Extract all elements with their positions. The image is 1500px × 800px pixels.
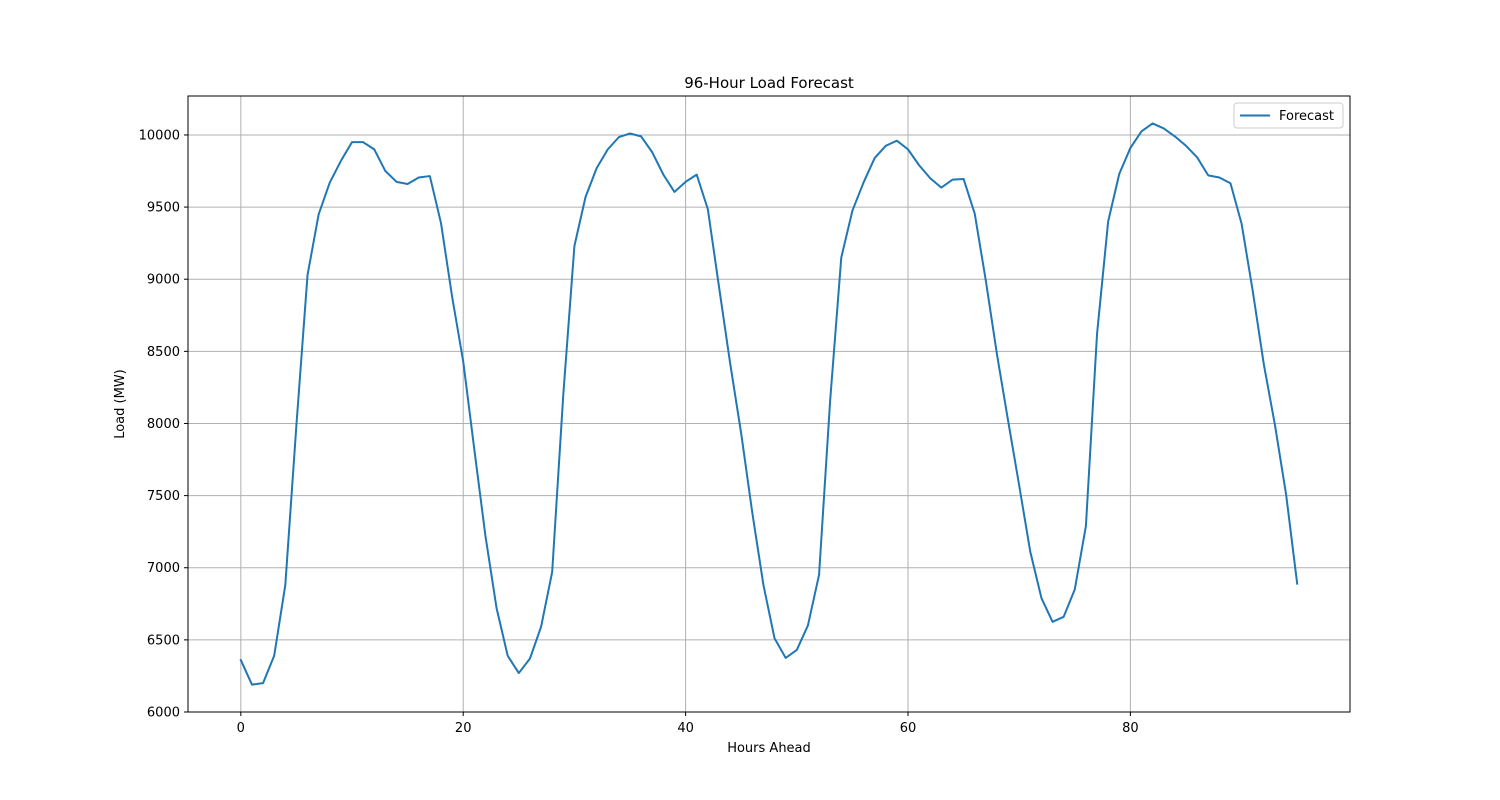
y-tick-label: 7000 [147, 561, 180, 576]
legend: Forecast [1233, 102, 1344, 129]
x-tick-label: 40 [677, 721, 694, 736]
y-tick-label: 9000 [147, 273, 180, 288]
grid [188, 96, 1350, 713]
x-tick-label: 60 [900, 721, 917, 736]
legend-box [1233, 102, 1344, 129]
x-axis-label: Hours Ahead [727, 741, 811, 756]
y-tick-label: 6500 [147, 633, 180, 648]
legend-label-forecast: Forecast [1279, 109, 1334, 124]
series-line-forecast [239, 122, 1299, 686]
y-tick-label: 8500 [147, 345, 180, 360]
y-tick-label: 10000 [139, 128, 180, 143]
axes-frame [187, 95, 1351, 713]
chart-title: 96-Hour Load Forecast [684, 74, 854, 92]
x-tick-label: 20 [455, 721, 472, 736]
y-tick-label: 9500 [147, 201, 180, 216]
x-axis-ticks: 0 20 40 60 80 [237, 712, 1139, 736]
y-tick-label: 8000 [147, 417, 180, 432]
y-tick-label: 6000 [147, 706, 180, 721]
x-tick-label: 0 [237, 721, 245, 736]
y-axis-label: Load (MW) [113, 369, 128, 439]
x-tick-label: 80 [1122, 721, 1139, 736]
y-tick-label: 7500 [147, 489, 180, 504]
y-axis-ticks: 6000 6500 7000 7500 8000 8500 9000 9500 10000 [139, 128, 188, 721]
series-layer [239, 122, 1299, 686]
